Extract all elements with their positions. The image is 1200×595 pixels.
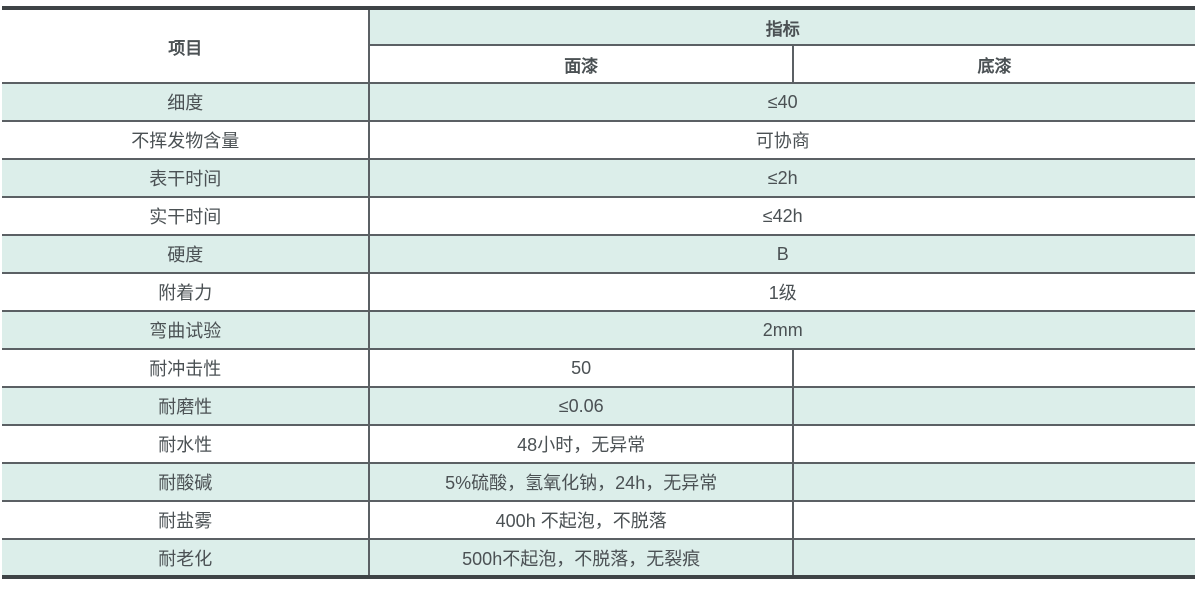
table-row: 耐盐雾 400h 不起泡，不脱落	[2, 500, 1195, 540]
header-indicator: 指标	[369, 7, 1195, 46]
item-cell: 细度	[2, 82, 371, 122]
table-body: 细度 ≤40 不挥发物含量 可协商 表干时间 ≤2h 实干时间 ≤42h 硬度 …	[2, 82, 1195, 578]
table-row: 耐水性 48小时，无异常	[2, 424, 1195, 464]
topcoat-value-cell: 400h 不起泡，不脱落	[369, 500, 794, 540]
merged-value-cell: 可协商	[369, 120, 1195, 160]
item-cell: 硬度	[2, 234, 371, 274]
topcoat-value-cell: 50	[369, 348, 794, 388]
primer-value-cell	[792, 462, 1195, 502]
merged-value-cell: B	[369, 234, 1195, 274]
item-cell: 耐水性	[2, 424, 371, 464]
table-row: 实干时间 ≤42h	[2, 196, 1195, 236]
item-cell: 耐老化	[2, 538, 371, 578]
item-cell: 耐磨性	[2, 386, 371, 426]
table-row: 耐老化 500h不起泡，不脱落，无裂痕	[2, 538, 1195, 578]
table-row: 表干时间 ≤2h	[2, 158, 1195, 198]
header-primer: 底漆	[792, 44, 1195, 84]
table-row: 耐酸碱 5%硫酸，氢氧化钠，24h，无异常	[2, 462, 1195, 502]
merged-value-cell: ≤42h	[369, 196, 1195, 236]
item-cell: 弯曲试验	[2, 310, 371, 350]
header-topcoat: 面漆	[369, 44, 794, 84]
topcoat-value-cell: 500h不起泡，不脱落，无裂痕	[369, 538, 794, 578]
table-row: 不挥发物含量 可协商	[2, 120, 1195, 160]
item-cell: 耐酸碱	[2, 462, 371, 502]
table-row: 硬度 B	[2, 234, 1195, 274]
header-row-2: 面漆 底漆	[2, 44, 1195, 84]
header-item: 项目	[2, 7, 371, 84]
table-row: 细度 ≤40	[2, 82, 1195, 122]
merged-value-cell: ≤2h	[369, 158, 1195, 198]
topcoat-value-cell: 48小时，无异常	[369, 424, 794, 464]
item-cell: 附着力	[2, 272, 371, 312]
table-row: 附着力 1级	[2, 272, 1195, 312]
header-row-1: 项目 指标	[2, 7, 1195, 84]
merged-value-cell: ≤40	[369, 82, 1195, 122]
topcoat-value-cell: ≤0.06	[369, 386, 794, 426]
topcoat-value-cell: 5%硫酸，氢氧化钠，24h，无异常	[369, 462, 794, 502]
item-cell: 耐盐雾	[2, 500, 371, 540]
table-header: 项目 指标 面漆 底漆	[2, 7, 1195, 84]
primer-value-cell	[792, 538, 1195, 578]
item-cell: 实干时间	[2, 196, 371, 236]
table-row: 耐磨性 ≤0.06	[2, 386, 1195, 426]
spec-table: 项目 指标 面漆 底漆 细度 ≤40 不挥发物含量 可协商 表干时间 ≤2h 实	[2, 6, 1195, 579]
primer-value-cell	[792, 424, 1195, 464]
item-cell: 不挥发物含量	[2, 120, 371, 160]
item-cell: 耐冲击性	[2, 348, 371, 388]
item-cell: 表干时间	[2, 158, 371, 198]
table-row: 弯曲试验 2mm	[2, 310, 1195, 350]
merged-value-cell: 1级	[369, 272, 1195, 312]
primer-value-cell	[792, 500, 1195, 540]
merged-value-cell: 2mm	[369, 310, 1195, 350]
primer-value-cell	[792, 386, 1195, 426]
table-row: 耐冲击性 50	[2, 348, 1195, 388]
primer-value-cell	[792, 348, 1195, 388]
